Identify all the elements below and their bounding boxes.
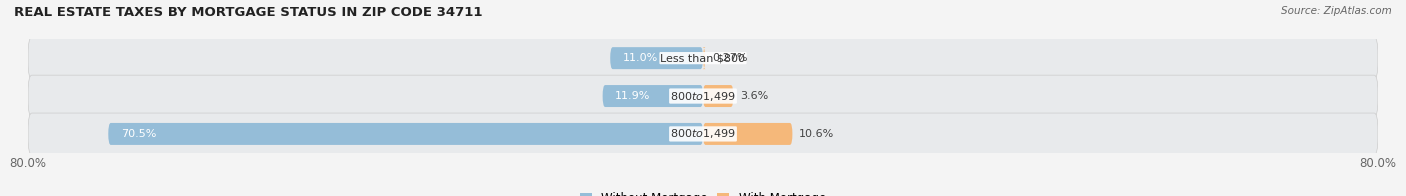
Text: 3.6%: 3.6% <box>740 91 768 101</box>
Text: 10.6%: 10.6% <box>799 129 834 139</box>
FancyBboxPatch shape <box>28 75 1378 117</box>
Text: 11.0%: 11.0% <box>623 53 658 63</box>
Text: 70.5%: 70.5% <box>121 129 156 139</box>
Text: Source: ZipAtlas.com: Source: ZipAtlas.com <box>1281 6 1392 16</box>
FancyBboxPatch shape <box>603 85 703 107</box>
FancyBboxPatch shape <box>28 113 1378 155</box>
FancyBboxPatch shape <box>108 123 703 145</box>
Text: Less than $800: Less than $800 <box>661 53 745 63</box>
Text: 11.9%: 11.9% <box>616 91 651 101</box>
FancyBboxPatch shape <box>703 123 793 145</box>
Legend: Without Mortgage, With Mortgage: Without Mortgage, With Mortgage <box>575 187 831 196</box>
Text: 0.27%: 0.27% <box>711 53 748 63</box>
FancyBboxPatch shape <box>703 85 734 107</box>
Text: REAL ESTATE TAXES BY MORTGAGE STATUS IN ZIP CODE 34711: REAL ESTATE TAXES BY MORTGAGE STATUS IN … <box>14 6 482 19</box>
Text: $800 to $1,499: $800 to $1,499 <box>671 127 735 140</box>
FancyBboxPatch shape <box>610 47 703 69</box>
FancyBboxPatch shape <box>703 47 706 69</box>
Text: $800 to $1,499: $800 to $1,499 <box>671 90 735 103</box>
FancyBboxPatch shape <box>28 37 1378 79</box>
